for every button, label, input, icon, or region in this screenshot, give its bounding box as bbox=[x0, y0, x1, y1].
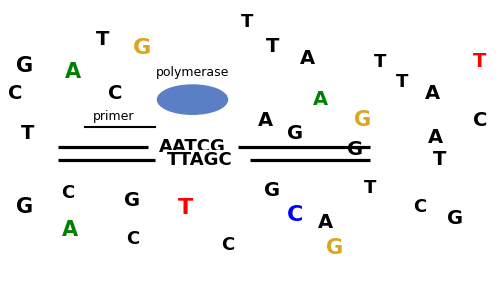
Text: polymerase: polymerase bbox=[156, 66, 229, 79]
Text: G: G bbox=[16, 197, 34, 217]
Text: A: A bbox=[318, 213, 332, 232]
Text: T: T bbox=[96, 30, 109, 49]
Text: G: G bbox=[347, 140, 363, 159]
Text: G: G bbox=[124, 191, 140, 210]
Text: T: T bbox=[242, 13, 254, 31]
Text: C: C bbox=[61, 184, 74, 202]
Text: T: T bbox=[434, 150, 446, 169]
Text: C: C bbox=[414, 197, 426, 216]
Text: C: C bbox=[287, 205, 303, 225]
Text: C: C bbox=[221, 236, 234, 254]
Text: G: G bbox=[264, 181, 280, 200]
Text: A: A bbox=[428, 128, 442, 147]
Text: C: C bbox=[108, 84, 122, 103]
Text: A: A bbox=[312, 90, 328, 109]
Text: C: C bbox=[473, 111, 487, 130]
Text: A: A bbox=[62, 220, 78, 240]
Text: TTAGC: TTAGC bbox=[167, 151, 233, 169]
Text: T: T bbox=[374, 52, 386, 71]
Text: T: T bbox=[474, 52, 486, 71]
Text: C: C bbox=[8, 84, 22, 103]
Ellipse shape bbox=[158, 85, 228, 114]
Text: T: T bbox=[364, 178, 376, 197]
Text: primer: primer bbox=[92, 110, 134, 123]
Text: A: A bbox=[300, 49, 315, 68]
Text: A: A bbox=[64, 62, 80, 82]
Text: T: T bbox=[266, 38, 279, 56]
Text: AATCG: AATCG bbox=[159, 137, 226, 156]
Text: G: G bbox=[447, 209, 463, 228]
Text: G: G bbox=[326, 238, 344, 258]
Text: A: A bbox=[258, 111, 272, 130]
Text: T: T bbox=[178, 198, 192, 218]
Text: C: C bbox=[126, 230, 139, 248]
Text: A: A bbox=[425, 84, 440, 103]
Text: G: G bbox=[287, 124, 303, 143]
Text: G: G bbox=[134, 38, 152, 58]
Text: G: G bbox=[16, 56, 34, 76]
Text: T: T bbox=[21, 124, 34, 143]
Text: T: T bbox=[396, 73, 408, 91]
Text: G: G bbox=[354, 110, 371, 130]
